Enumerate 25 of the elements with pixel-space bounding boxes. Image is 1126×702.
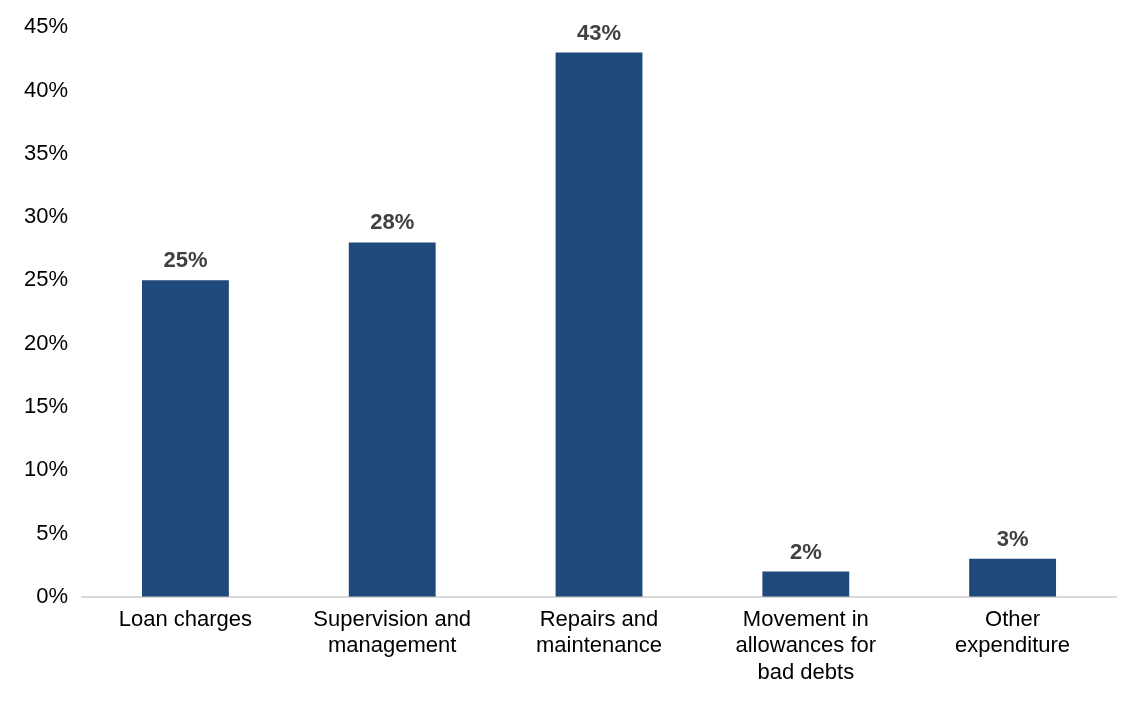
- bar: [555, 52, 643, 597]
- x-tick-label: Movement in allowances for bad debts: [735, 606, 877, 684]
- y-tick-label: 40%: [23, 76, 69, 102]
- y-tick-label: 45%: [23, 13, 69, 39]
- data-label: 3%: [996, 525, 1029, 551]
- y-tick-label: 35%: [23, 139, 69, 165]
- y-tick-label: 0%: [36, 582, 69, 608]
- y-tick-label: 10%: [23, 456, 69, 482]
- y-tick-label: 20%: [23, 329, 69, 355]
- x-tick-label: Loan charges: [118, 606, 253, 632]
- y-tick-label: 15%: [23, 393, 69, 418]
- x-tick-label: Other expenditure: [955, 606, 1071, 658]
- data-label: 43%: [576, 19, 622, 45]
- y-tick-label: 25%: [23, 266, 69, 292]
- bar: [762, 571, 850, 597]
- data-label: 25%: [163, 247, 208, 273]
- y-tick-label: 5%: [36, 519, 69, 545]
- bar: [142, 280, 229, 597]
- bar: [969, 558, 1057, 597]
- bar: [348, 242, 436, 597]
- x-tick-label: Repairs and maintenance: [536, 606, 663, 658]
- data-label: 28%: [370, 209, 415, 235]
- y-tick-label: 30%: [23, 203, 69, 229]
- x-tick-label: Supervision and management: [313, 606, 472, 658]
- data-label: 2%: [789, 538, 822, 564]
